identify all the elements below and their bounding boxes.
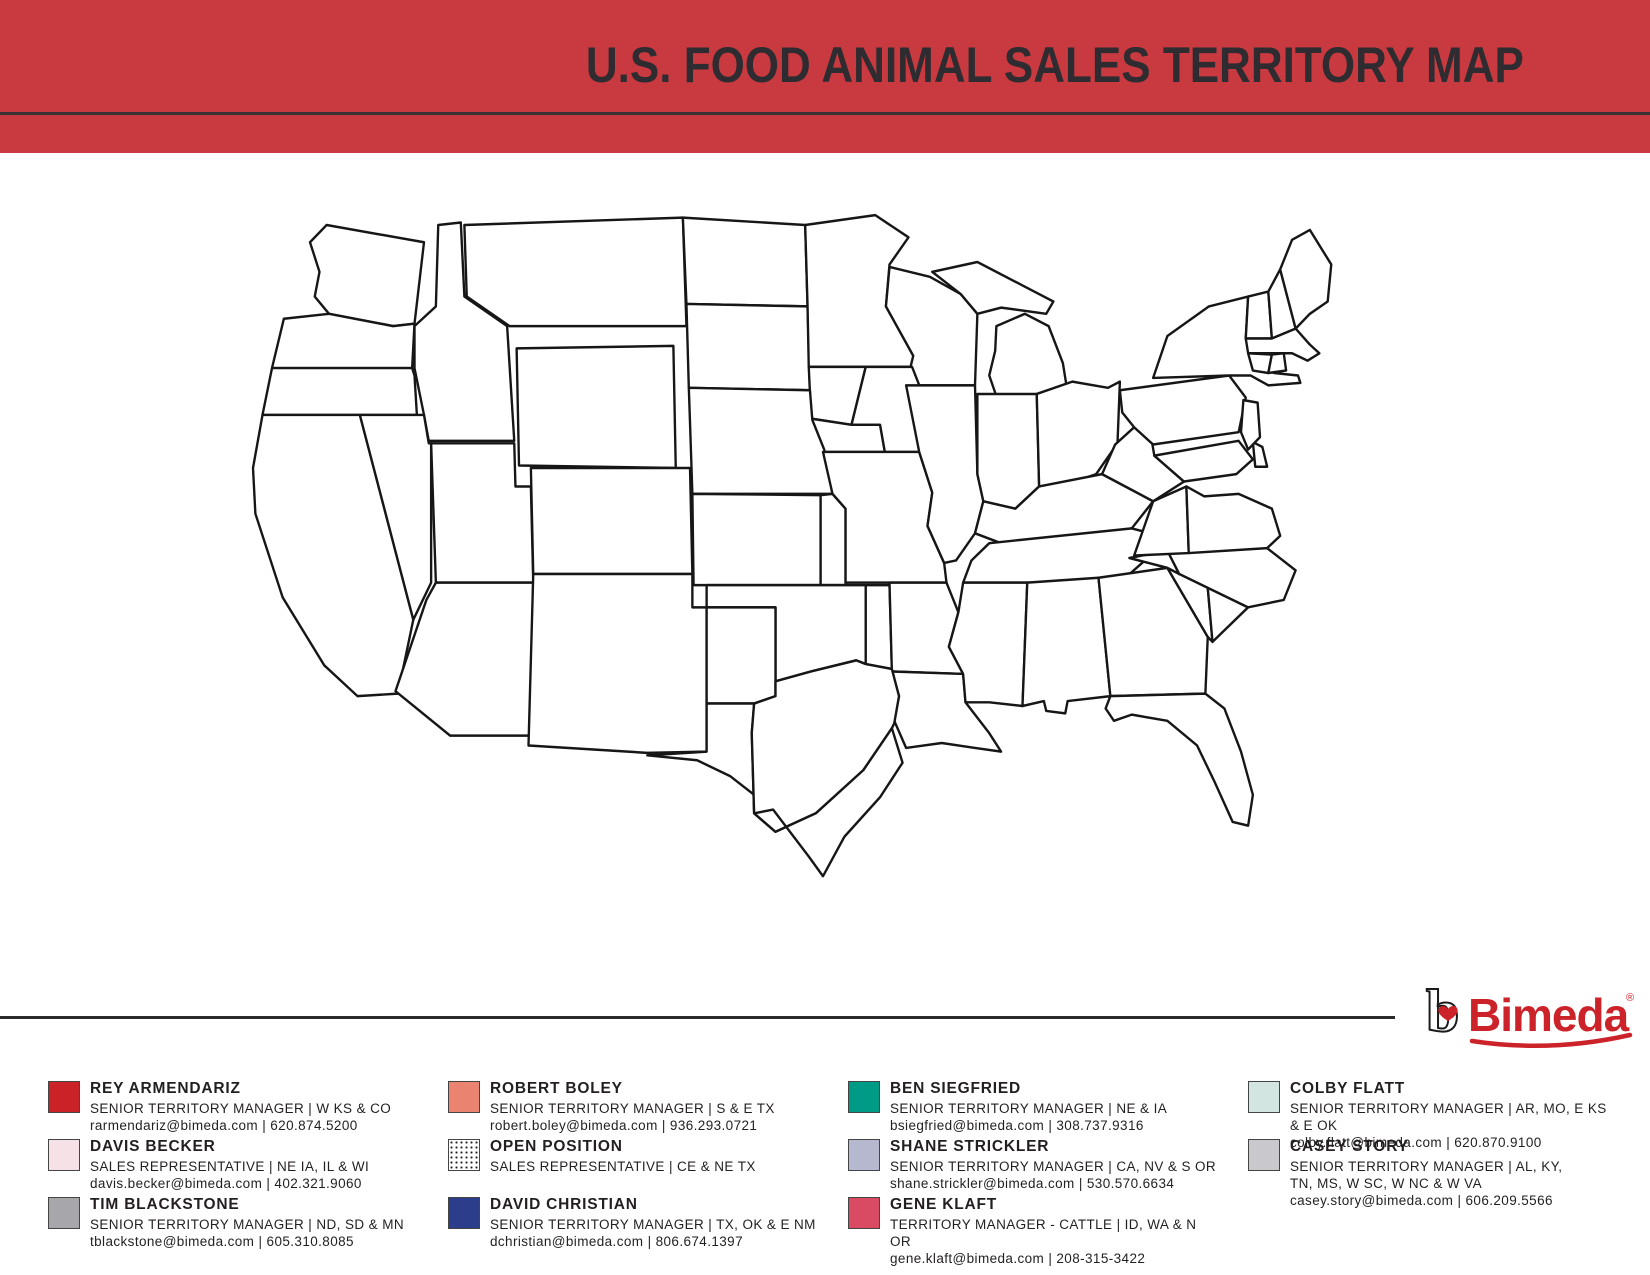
- color-swatch-blackstone: [48, 1197, 80, 1229]
- person-title: SENIOR TERRITORY MANAGER | S & E TX: [490, 1101, 775, 1116]
- banner-divider-line: [0, 112, 1650, 115]
- state-new-jersey: [1239, 398, 1262, 451]
- state-indiana: [976, 392, 1041, 510]
- legend-entry-becker: DAVIS BECKER SALES REPRESENTATIVE | NE I…: [48, 1138, 420, 1192]
- state-kansas-west: [691, 492, 822, 587]
- legend-entry-christian: DAVID CHRISTIAN SENIOR TERRITORY MANAGER…: [448, 1196, 820, 1250]
- person-title: SENIOR TERRITORY MANAGER | NE & IA: [890, 1101, 1168, 1116]
- logo-swoosh: [1469, 1032, 1633, 1049]
- person-title: SENIOR TERRITORY MANAGER | AL, KY, TN, M…: [1290, 1159, 1563, 1191]
- person-name: ROBERT BOLEY: [490, 1080, 623, 1097]
- state-colorado: [529, 466, 694, 576]
- color-swatch-boley: [448, 1081, 480, 1113]
- legend-entry-flatt: COLBY FLATT SENIOR TERRITORY MANAGER | A…: [1248, 1080, 1608, 1151]
- person-contact: gene.klaft@bimeda.com | 208-315-3422: [890, 1251, 1146, 1266]
- person-contact: robert.boley@bimeda.com | 936.293.0721: [490, 1118, 758, 1133]
- state-rhode-island: [1267, 352, 1288, 375]
- state-new-mexico: [527, 572, 708, 755]
- person-title: SALES REPRESENTATIVE | NE IA, IL & WI: [90, 1159, 370, 1174]
- color-swatch-klaft: [848, 1197, 880, 1229]
- bimeda-logo: b Bimeda ®: [1422, 975, 1642, 1053]
- person-name: DAVID CHRISTIAN: [490, 1196, 638, 1213]
- person-contact: shane.strickler@bimeda.com | 530.570.663…: [890, 1176, 1175, 1191]
- legend-entry-siegfried: BEN SIEGFRIED SENIOR TERRITORY MANAGER |…: [848, 1080, 1220, 1134]
- b-heart-icon: b: [1425, 977, 1460, 1045]
- state-north-dakota: [681, 216, 809, 308]
- page-title: U.S. FOOD ANIMAL SALES TERRITORY MAP: [586, 37, 1524, 93]
- legend-entry-story: CASEY STORY SENIOR TERRITORY MANAGER | A…: [1248, 1138, 1578, 1209]
- state-nebraska: [687, 386, 834, 496]
- color-swatch-becker: [48, 1139, 80, 1171]
- color-swatch-christian: [448, 1197, 480, 1229]
- person-title: TERRITORY MANAGER - CATTLE | ID, WA & N …: [890, 1217, 1197, 1249]
- person-title: SENIOR TERRITORY MANAGER | AR, MO, E KS …: [1290, 1101, 1607, 1133]
- legend-entry-open-position: OPEN POSITION SALES REPRESENTATIVE | CE …: [448, 1138, 820, 1175]
- person-name: COLBY FLATT: [1290, 1080, 1405, 1097]
- person-name: DAVIS BECKER: [90, 1138, 216, 1155]
- person-title: SALES REPRESENTATIVE | CE & NE TX: [490, 1159, 756, 1174]
- person-title: SENIOR TERRITORY MANAGER | CA, NV & S OR: [890, 1159, 1217, 1174]
- person-contact: tblackstone@bimeda.com | 605.310.8085: [90, 1234, 354, 1249]
- legend-entry-armendariz: REY ARMENDARIZ SENIOR TERRITORY MANAGER …: [48, 1080, 420, 1134]
- person-name: BEN SIEGFRIED: [890, 1080, 1021, 1097]
- us-territory-map: [215, 188, 1355, 928]
- legend-entry-klaft: GENE KLAFT TERRITORY MANAGER - CATTLE | …: [848, 1196, 1220, 1267]
- legend-entry-blackstone: TIM BLACKSTONE SENIOR TERRITORY MANAGER …: [48, 1196, 420, 1250]
- color-swatch-siegfried: [848, 1081, 880, 1113]
- person-contact: dchristian@bimeda.com | 806.674.1397: [490, 1234, 744, 1249]
- person-name: GENE KLAFT: [890, 1196, 998, 1213]
- color-swatch-armendariz: [48, 1081, 80, 1113]
- us-map-svg: [251, 213, 1333, 878]
- state-delaware: [1251, 440, 1269, 468]
- person-name: OPEN POSITION: [490, 1138, 623, 1155]
- state-pennsylvania: [1118, 374, 1247, 446]
- color-swatch-open-position: [448, 1139, 480, 1171]
- footer-divider-line: [0, 1016, 1395, 1019]
- state-kansas-east: [819, 492, 847, 587]
- state-montana: [463, 216, 688, 328]
- person-name: REY ARMENDARIZ: [90, 1080, 241, 1097]
- person-contact: bsiegfried@bimeda.com | 308.737.9316: [890, 1118, 1144, 1133]
- color-swatch-flatt: [1248, 1081, 1280, 1113]
- state-texas-southeast: [752, 726, 904, 878]
- color-swatch-strickler: [848, 1139, 880, 1171]
- state-virginia: [1185, 485, 1282, 555]
- state-wyoming: [515, 344, 677, 470]
- state-south-dakota: [685, 302, 812, 392]
- person-title: SENIOR TERRITORY MANAGER | TX, OK & E NM: [490, 1217, 816, 1232]
- person-contact: casey.story@bimeda.com | 606.209.5566: [1290, 1193, 1553, 1208]
- state-florida: [1104, 692, 1255, 827]
- person-contact: rarmendariz@bimeda.com | 620.874.5200: [90, 1118, 358, 1133]
- state-alabama: [1021, 576, 1112, 715]
- person-contact: davis.becker@bimeda.com | 402.321.9060: [90, 1176, 362, 1191]
- legend-entry-strickler: SHANE STRICKLER SENIOR TERRITORY MANAGER…: [848, 1138, 1220, 1192]
- header-banner: U.S. FOOD ANIMAL SALES TERRITORY MAP: [0, 0, 1650, 153]
- registered-mark: ®: [1626, 992, 1634, 1004]
- state-maine: [1279, 228, 1333, 330]
- person-contact: colby.flatt@bimeda.com | 620.870.9100: [1290, 1135, 1542, 1150]
- bimeda-logo-svg: b Bimeda ®: [1425, 977, 1634, 1049]
- state-oklahoma-east: [864, 583, 894, 671]
- state-michigan-up: [931, 260, 1055, 316]
- state-arkansas: [888, 581, 965, 676]
- state-georgia: [1097, 566, 1209, 698]
- person-name: SHANE STRICKLER: [890, 1138, 1050, 1155]
- person-title: SENIOR TERRITORY MANAGER | W KS & CO: [90, 1101, 392, 1116]
- color-swatch-story: [1248, 1139, 1280, 1171]
- person-name: CASEY STORY: [1290, 1138, 1409, 1155]
- person-name: TIM BLACKSTONE: [90, 1196, 240, 1213]
- person-title: SENIOR TERRITORY MANAGER | ND, SD & MN: [90, 1217, 405, 1232]
- state-washington: [308, 223, 426, 328]
- state-maryland: [1153, 439, 1255, 483]
- brand-wordmark: Bimeda: [1468, 989, 1630, 1041]
- state-oregon-south: [261, 366, 419, 417]
- legend-entry-boley: ROBERT BOLEY SENIOR TERRITORY MANAGER | …: [448, 1080, 820, 1134]
- state-texas-panhandle: [705, 606, 777, 705]
